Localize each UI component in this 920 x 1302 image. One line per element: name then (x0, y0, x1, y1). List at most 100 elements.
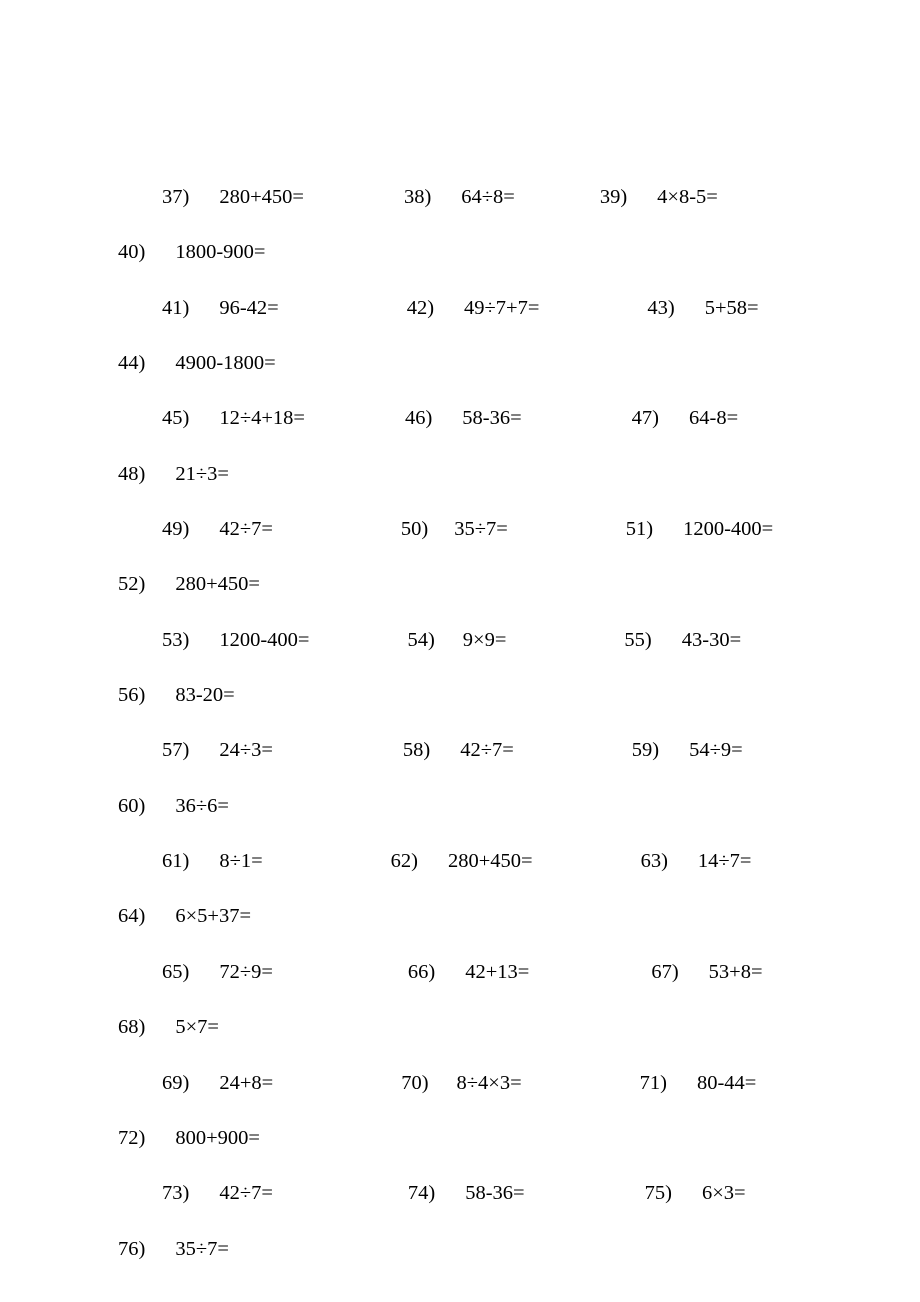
problem-expression: 35÷7= (454, 502, 508, 557)
problem-number: 50) (401, 502, 428, 557)
problem-expression: 83-20= (175, 668, 234, 723)
problem-item: 40) 1800-900= (118, 225, 265, 280)
problem-number: 55) (624, 613, 651, 668)
problem-number: 37) (162, 170, 189, 225)
problem-number: 76) (118, 1222, 145, 1277)
problem-expression: 12÷4+18= (219, 391, 305, 446)
problem-expression: 1800-900= (175, 225, 265, 280)
problem-number: 44) (118, 336, 145, 391)
problem-number: 48) (118, 447, 145, 502)
problem-item: 66) 42+13= (408, 945, 529, 1000)
problem-item: 44) 4900-1800= (118, 336, 276, 391)
problem-item: 43) 5+58= (647, 281, 758, 336)
problem-item: 46) 58-36= (405, 391, 522, 446)
problem-expression: 1200-400= (219, 613, 309, 668)
problem-number: 38) (404, 170, 431, 225)
problem-item: 53) 1200-400= (162, 613, 309, 668)
problem-expression: 1200-400= (683, 502, 773, 557)
problem-number: 51) (626, 502, 653, 557)
problem-number: 52) (118, 557, 145, 612)
problem-row-wrap: 76)35÷7= (118, 1222, 845, 1277)
problem-expression: 42÷7= (219, 1166, 273, 1221)
problem-expression: 49÷7+7= (464, 281, 539, 336)
problem-number: 47) (632, 391, 659, 446)
problem-item: 45) 12÷4+18= (162, 391, 305, 446)
problem-number: 45) (162, 391, 189, 446)
problem-number: 74) (408, 1166, 435, 1221)
problem-item: 49)42÷7= (162, 502, 273, 557)
problem-number: 67) (651, 945, 678, 1000)
problem-number: 42) (407, 281, 434, 336)
problem-expression: 42÷7= (219, 502, 273, 557)
problem-expression: 8÷4×3= (457, 1056, 522, 1111)
problem-item: 76)35÷7= (118, 1222, 229, 1277)
problem-row-wrap: 52)280+450= (118, 557, 845, 612)
problem-item: 41)96-42= (162, 281, 279, 336)
problem-number: 59) (632, 723, 659, 778)
problem-number: 58) (403, 723, 430, 778)
problem-row: 69)24+8= 70) 8÷4×3= 71)80-44= (118, 1056, 845, 1111)
problem-item: 71)80-44= (640, 1056, 757, 1111)
problem-item: 57)24÷3= (162, 723, 273, 778)
problem-expression: 5+58= (705, 281, 759, 336)
problem-number: 57) (162, 723, 189, 778)
problem-number: 75) (645, 1166, 672, 1221)
problem-number: 72) (118, 1111, 145, 1166)
problem-expression: 4×8-5= (657, 170, 718, 225)
problem-expression: 6×3= (702, 1166, 746, 1221)
problem-item: 70) 8÷4×3= (401, 1056, 521, 1111)
problem-item: 75) 6×3= (645, 1166, 746, 1221)
problem-item: 74)58-36= (408, 1166, 525, 1221)
problem-item: 62)280+450= (391, 834, 533, 889)
problem-number: 68) (118, 1000, 145, 1055)
problem-row: 37) 280+450= 38)64÷8= 39) 4×8-5= (118, 170, 845, 225)
problem-number: 43) (647, 281, 674, 336)
problem-item: 55)43-30= (624, 613, 741, 668)
problem-number: 54) (407, 613, 434, 668)
problem-number: 40) (118, 225, 145, 280)
problem-number: 46) (405, 391, 432, 446)
problem-expression: 53+8= (709, 945, 763, 1000)
problem-expression: 6×5+37= (175, 889, 251, 944)
problem-expression: 42÷7= (460, 723, 514, 778)
problem-number: 39) (600, 170, 627, 225)
problem-expression: 21÷3= (175, 447, 229, 502)
problem-item: 38)64÷8= (404, 170, 515, 225)
problem-number: 71) (640, 1056, 667, 1111)
problem-item: 64)6×5+37= (118, 889, 251, 944)
problem-expression: 4900-1800= (175, 336, 275, 391)
problem-expression: 280+450= (219, 170, 304, 225)
problem-expression: 800+900= (175, 1111, 260, 1166)
problem-item: 58) 42÷7= (403, 723, 514, 778)
problem-item: 68) 5×7= (118, 1000, 219, 1055)
problem-item: 51) 1200-400= (626, 502, 773, 557)
problem-number: 66) (408, 945, 435, 1000)
problem-row: 65) 72÷9= 66) 42+13= 67) 53+8= (118, 945, 845, 1000)
problem-item: 59) 54÷9= (632, 723, 743, 778)
problem-row-wrap: 56) 83-20= (118, 668, 845, 723)
problem-row: 61)8÷1=62)280+450=63)14÷7= (118, 834, 845, 889)
problem-number: 70) (401, 1056, 428, 1111)
problem-item: 48) 21÷3= (118, 447, 229, 502)
problem-number: 65) (162, 945, 189, 1000)
problem-expression: 9×9= (463, 613, 507, 668)
problem-expression: 72÷9= (219, 945, 273, 1000)
problem-number: 56) (118, 668, 145, 723)
problem-expression: 58-36= (462, 391, 521, 446)
problem-number: 61) (162, 834, 189, 889)
problem-expression: 54÷9= (689, 723, 743, 778)
problem-expression: 5×7= (175, 1000, 219, 1055)
problem-expression: 96-42= (219, 281, 278, 336)
problem-item: 52)280+450= (118, 557, 260, 612)
problem-item: 42) 49÷7+7= (407, 281, 540, 336)
problem-row: 45)12÷4+18=46)58-36=47)64-8= (118, 391, 845, 446)
worksheet-content: 37) 280+450= 38)64÷8= 39) 4×8-5= 40) 1800-900=… (118, 170, 845, 1277)
problem-expression: 36÷6= (175, 779, 229, 834)
problem-item: 65) 72÷9= (162, 945, 273, 1000)
problem-item: 69)24+8= (162, 1056, 273, 1111)
problem-item: 67) 53+8= (651, 945, 762, 1000)
problem-expression: 42+13= (465, 945, 529, 1000)
problem-number: 53) (162, 613, 189, 668)
problem-expression: 14÷7= (698, 834, 752, 889)
problem-row: 57)24÷3= 58) 42÷7= 59) 54÷9= (118, 723, 845, 778)
